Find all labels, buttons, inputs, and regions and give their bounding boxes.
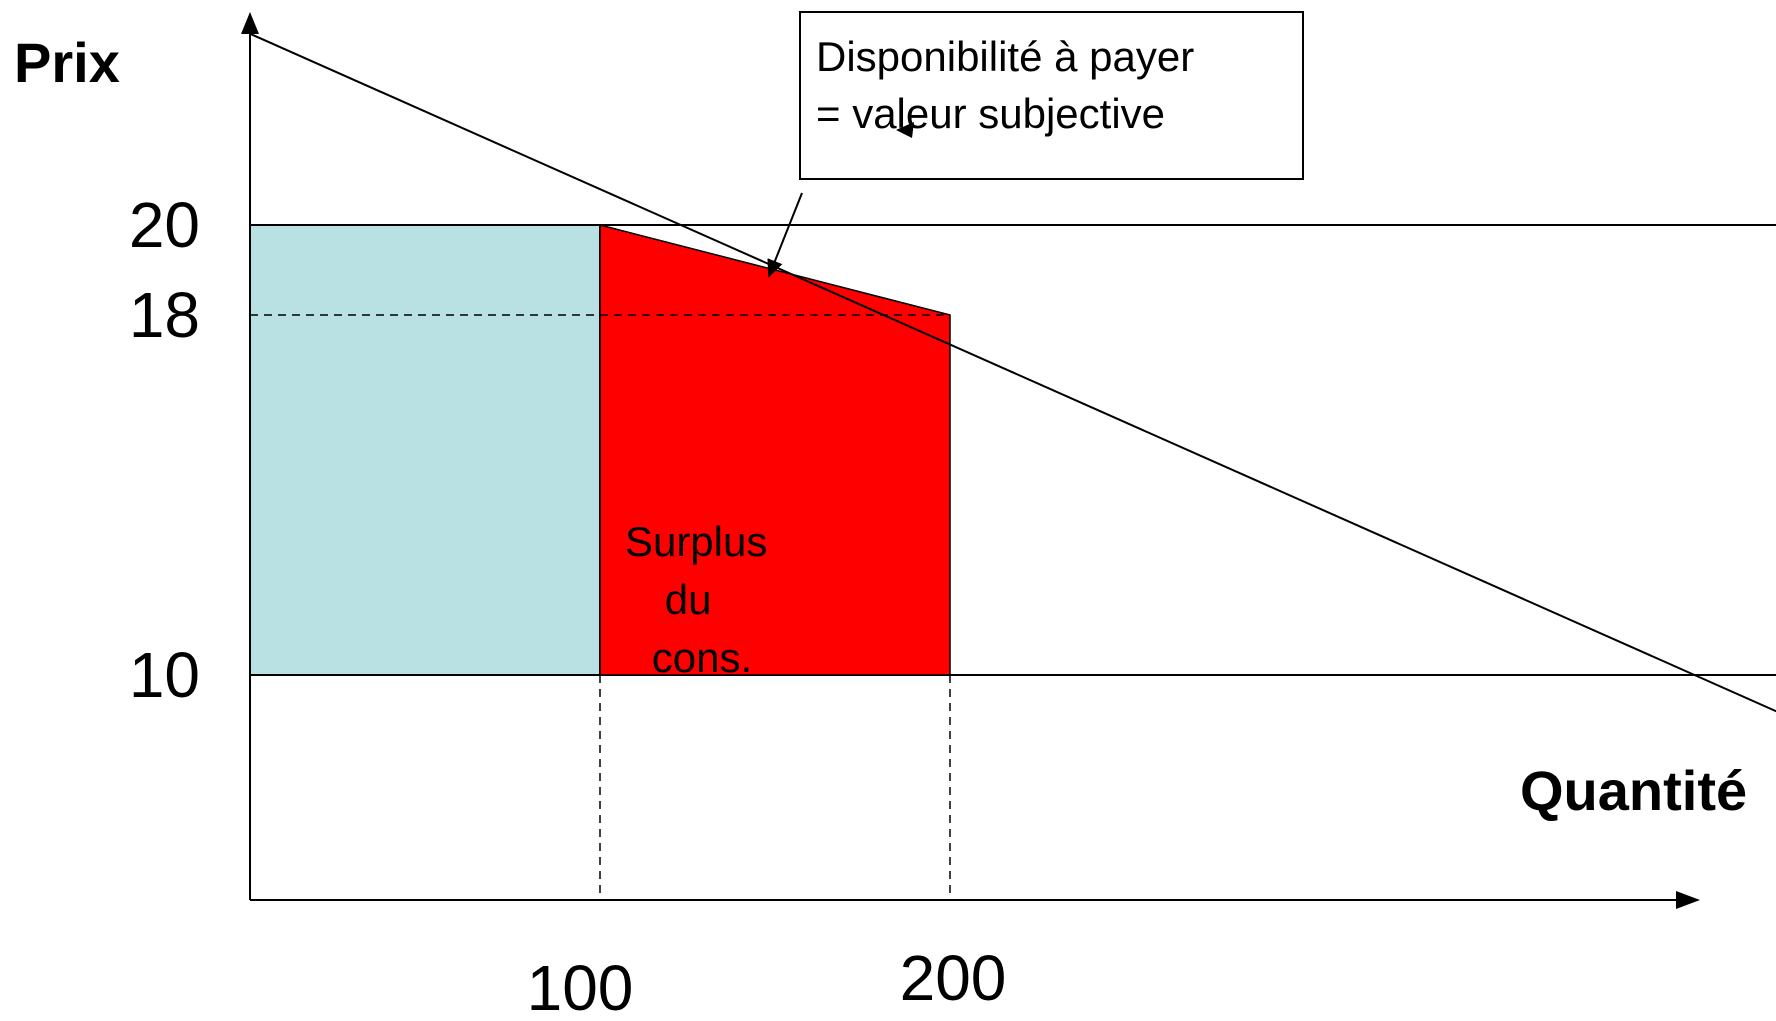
annotation-text: Disponibilité à payer = valeur subjectiv… — [816, 33, 1206, 137]
surplus-label: Surplus du cons. — [625, 518, 779, 681]
x-axis-arrow-icon — [1676, 891, 1700, 909]
x-tick-label-200: 200 — [900, 942, 1007, 1014]
y-axis-arrow-icon — [241, 12, 259, 34]
annotation-arrow — [767, 192, 803, 278]
rect-expenditure — [249, 224, 601, 676]
y-tick-label-10: 10 — [129, 639, 200, 711]
annotation-small-arrow-icon — [896, 122, 914, 138]
annotation-box — [799, 11, 1304, 180]
x-tick-label-100: 100 — [527, 952, 634, 1021]
y-axis-label: Prix — [14, 31, 120, 94]
surplus-label-line-3: cons. — [652, 634, 752, 681]
demand-line — [249, 32, 1776, 713]
surplus-area — [599, 224, 951, 676]
surplus-label-line-1: Surplus — [625, 518, 767, 565]
y-tick-label-20: 20 — [129, 189, 200, 261]
y-tick-label-18: 18 — [129, 279, 200, 351]
x-axis-label: Quantité — [1520, 759, 1747, 822]
surplus-label-line-2: du — [665, 576, 712, 623]
annotation-line-1: Disponibilité à payer — [816, 33, 1194, 80]
annotation-line-2: = valeur subjective — [816, 90, 1165, 137]
